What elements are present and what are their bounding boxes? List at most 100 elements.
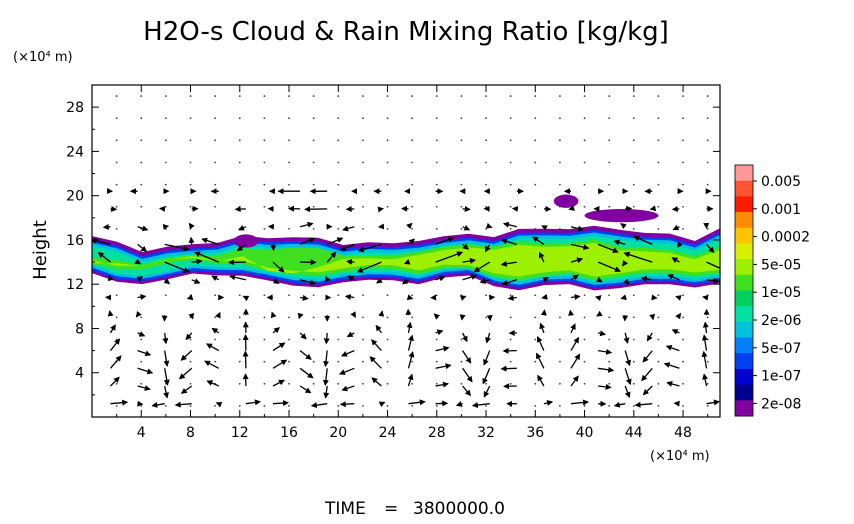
grid-dot: [633, 294, 635, 296]
grid-dot: [485, 317, 487, 319]
grid-dot: [461, 184, 463, 186]
grid-dot: [461, 339, 463, 341]
wind-arrow: [273, 244, 274, 250]
grid-dot: [263, 206, 265, 208]
grid-dot: [116, 294, 118, 296]
grid-dot: [165, 139, 167, 141]
grid-dot: [288, 117, 290, 119]
wind-arrow: [570, 311, 571, 316]
grid-dot: [411, 361, 413, 363]
grid-dot: [313, 361, 315, 363]
grid-dot: [534, 95, 536, 97]
colorbar-swatch: [735, 212, 753, 228]
grid-dot: [559, 117, 561, 119]
grid-dot: [436, 361, 438, 363]
grid-dot: [707, 317, 709, 319]
colorbar-label: 0.005: [761, 174, 801, 190]
colorbar-label: 1e-07: [761, 369, 801, 385]
grid-dot: [140, 405, 142, 407]
grid-dot: [436, 139, 438, 141]
grid-dot: [239, 162, 241, 164]
grid-dot: [116, 162, 118, 164]
grid-dot: [140, 317, 142, 319]
grid-dot: [140, 95, 142, 97]
grid-dot: [534, 405, 536, 407]
grid-dot: [534, 294, 536, 296]
grid-dot: [510, 383, 512, 385]
grid-dot: [165, 162, 167, 164]
grid-dot: [337, 405, 339, 407]
grid-dot: [559, 294, 561, 296]
grid-dot: [485, 294, 487, 296]
grid-dot: [608, 139, 610, 141]
x-tick-label: 44: [625, 425, 643, 441]
grid-dot: [387, 361, 389, 363]
grid-dot: [559, 405, 561, 407]
grid-dot: [411, 95, 413, 97]
colorbar-swatch: [735, 275, 753, 291]
grid-dot: [313, 339, 315, 341]
grid-dot: [485, 228, 487, 230]
grid-dot: [411, 117, 413, 119]
grid-dot: [140, 361, 142, 363]
grid-dot: [534, 339, 536, 341]
grid-dot: [288, 184, 290, 186]
grid-dot: [608, 405, 610, 407]
grid-dot: [411, 228, 413, 230]
grid-dot: [190, 162, 192, 164]
grid-dot: [387, 184, 389, 186]
grid-dot: [559, 139, 561, 141]
grid-dot: [214, 228, 216, 230]
grid-dot: [165, 294, 167, 296]
grid-dot: [362, 361, 364, 363]
grid-dot: [436, 117, 438, 119]
grid-dot: [313, 228, 315, 230]
grid-dot: [436, 383, 438, 385]
grid-dot: [313, 383, 315, 385]
wind-arrow: [652, 298, 656, 299]
wind-arrow: [703, 297, 706, 298]
grid-dot: [337, 317, 339, 319]
grid-dot: [485, 405, 487, 407]
grid-dot: [608, 95, 610, 97]
grid-dot: [165, 117, 167, 119]
grid-dot: [190, 294, 192, 296]
grid-dot: [559, 162, 561, 164]
grid-dot: [263, 317, 265, 319]
grid-dot: [682, 294, 684, 296]
grid-dot: [510, 294, 512, 296]
grid-dot: [116, 206, 118, 208]
grid-dot: [116, 184, 118, 186]
x-tick-label: 24: [379, 425, 397, 441]
colorbar-label: 2e-06: [761, 313, 801, 329]
grid-dot: [608, 317, 610, 319]
y-tick-label: 28: [66, 100, 84, 116]
grid-dot: [608, 294, 610, 296]
grid-dot: [411, 317, 413, 319]
x-tick-label: 16: [280, 425, 298, 441]
grid-dot: [534, 361, 536, 363]
grid-dot: [436, 405, 438, 407]
grid-dot: [658, 339, 660, 341]
colorbar-swatch: [735, 338, 753, 354]
grid-dot: [263, 139, 265, 141]
grid-dot: [313, 206, 315, 208]
wind-arrow: [111, 209, 117, 210]
grid-dot: [707, 95, 709, 97]
grid-dot: [682, 361, 684, 363]
grid-dot: [214, 162, 216, 164]
grid-dot: [165, 184, 167, 186]
grid-dot: [510, 95, 512, 97]
grid-dot: [510, 117, 512, 119]
colorbar-label: 5e-05: [761, 257, 801, 273]
grid-dot: [658, 184, 660, 186]
wind-arrow: [652, 315, 653, 319]
grid-dot: [658, 361, 660, 363]
grid-dot: [288, 339, 290, 341]
grid-dot: [387, 206, 389, 208]
grid-dot: [337, 139, 339, 141]
grid-dot: [436, 95, 438, 97]
colorbar-swatch: [735, 259, 753, 275]
grid-dot: [559, 339, 561, 341]
